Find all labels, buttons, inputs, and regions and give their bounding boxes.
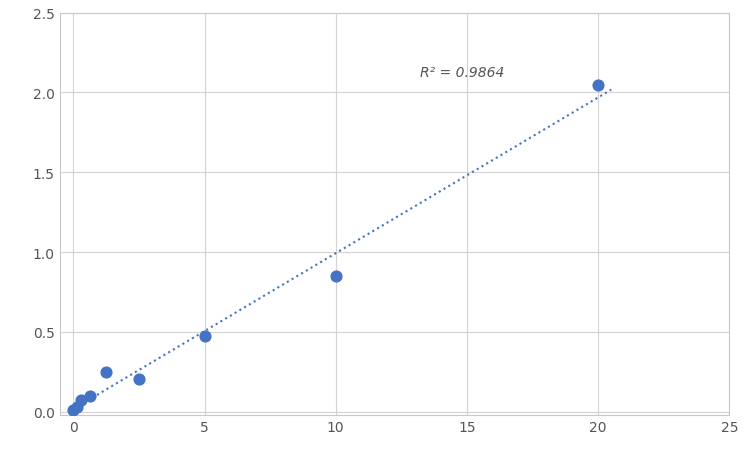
Point [75, 396, 87, 403]
Point [133, 375, 145, 382]
Text: R² = 0.9864: R² = 0.9864 [420, 65, 504, 79]
Point [83, 392, 96, 400]
Point [199, 333, 211, 340]
Point [592, 82, 604, 89]
Point [67, 406, 79, 413]
Point [71, 404, 83, 411]
Point [100, 369, 112, 376]
Point [329, 272, 341, 280]
